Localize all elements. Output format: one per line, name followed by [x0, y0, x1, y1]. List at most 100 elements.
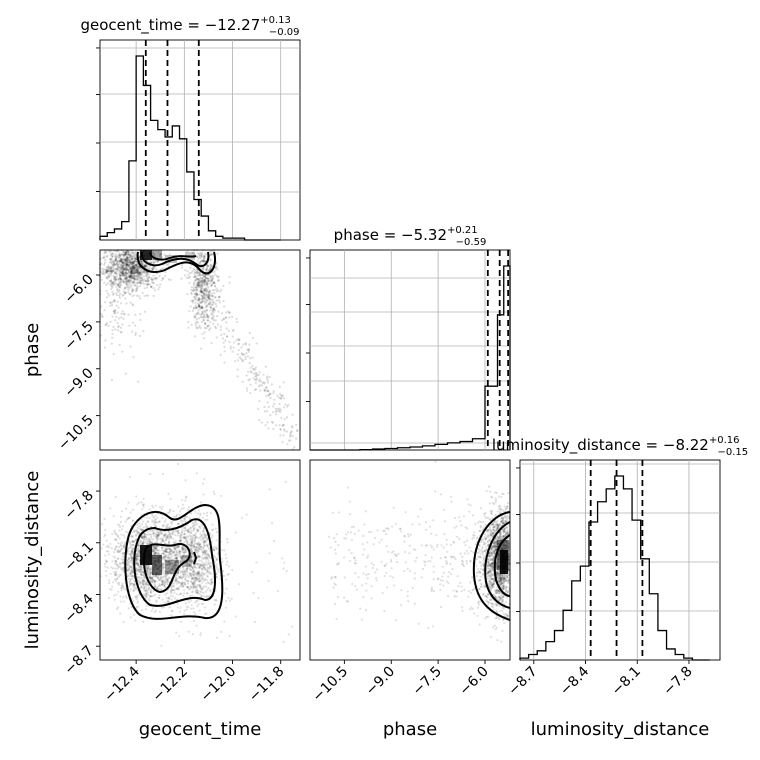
sample-point [138, 280, 141, 283]
sample-point [109, 507, 112, 510]
sample-point [276, 407, 279, 410]
sample-point [173, 591, 176, 594]
sample-point [135, 528, 138, 531]
sample-point [202, 260, 205, 263]
sample-point [206, 295, 209, 298]
sample-point [121, 261, 124, 264]
sample-point [149, 541, 152, 545]
sample-point [195, 546, 198, 549]
sample-point [119, 260, 123, 263]
sample-point [112, 274, 115, 277]
sample-point [186, 543, 189, 546]
sample-point [124, 292, 127, 295]
sample-point [133, 284, 136, 287]
sample-point [183, 540, 186, 544]
sample-point [130, 268, 133, 271]
sample-point [112, 263, 116, 266]
sample-point [144, 608, 148, 611]
sample-point [503, 505, 506, 508]
sample-point [112, 264, 115, 267]
sample-point [118, 284, 121, 287]
sample-point [266, 401, 269, 404]
sample-point [157, 251, 160, 254]
sample-point [190, 289, 193, 292]
sample-point [128, 251, 131, 254]
sample-point [125, 258, 128, 261]
sample-point [141, 541, 144, 544]
sample-point [147, 273, 150, 276]
sample-point [254, 366, 257, 369]
sample-point [132, 264, 135, 267]
sample-point [186, 270, 189, 273]
sample-point [131, 508, 135, 511]
sample-point [140, 501, 143, 504]
sample-point [178, 635, 181, 638]
sample-point [165, 538, 168, 541]
sample-point [154, 536, 158, 539]
sample-point [124, 268, 128, 271]
sample-point [129, 272, 132, 275]
sample-point [116, 269, 119, 272]
sample-point [129, 255, 132, 258]
sample-point [274, 424, 278, 427]
sample-point [112, 260, 115, 263]
sample-point [203, 283, 206, 286]
sample-point [114, 495, 117, 498]
sample-point [272, 540, 276, 543]
sample-point [148, 539, 151, 542]
sample-point [184, 577, 187, 580]
sample-point [103, 517, 106, 520]
sample-point [113, 598, 116, 601]
sample-point [118, 286, 121, 289]
sample-point [173, 582, 176, 585]
sample-point [194, 324, 198, 327]
sample-point [128, 257, 131, 260]
sample-point [139, 297, 142, 300]
sample-point [160, 532, 163, 535]
sample-point [110, 262, 114, 266]
sample-point [196, 542, 199, 545]
sample-point [117, 306, 120, 309]
sample-point [114, 319, 117, 322]
sample-point [184, 570, 187, 573]
sample-point [198, 313, 201, 316]
sample-point [147, 283, 150, 287]
sample-point [272, 405, 275, 408]
sample-point [256, 408, 260, 411]
sample-point [135, 282, 138, 285]
sample-point [194, 531, 197, 535]
sample-point [282, 381, 285, 384]
sample-point [161, 277, 164, 280]
sample-point [111, 282, 115, 285]
sample-point [196, 523, 199, 526]
sample-point [159, 577, 163, 580]
sample-point [109, 274, 113, 277]
sample-point [98, 263, 102, 266]
sample-point [240, 357, 243, 360]
sample-point [119, 326, 123, 329]
sample-point [129, 566, 133, 569]
sample-point [206, 574, 209, 577]
sample-point [119, 264, 122, 267]
sample-point [157, 576, 160, 579]
sample-point [203, 606, 207, 609]
sample-point [196, 591, 200, 594]
sample-point [204, 310, 207, 314]
sample-point [132, 355, 135, 359]
sample-point [126, 262, 129, 265]
sample-point [136, 523, 139, 526]
sample-point [143, 265, 146, 268]
sample-point [127, 264, 130, 267]
sample-point [222, 299, 225, 303]
sample-point [131, 280, 134, 284]
sample-point [117, 606, 120, 609]
sample-point [161, 581, 164, 584]
sample-point [136, 278, 139, 281]
sample-point [104, 250, 107, 253]
sample-point [131, 258, 134, 261]
sample-point [132, 267, 135, 270]
sample-point [133, 540, 136, 543]
sample-point [133, 259, 137, 262]
sample-point [124, 252, 127, 255]
sample-point [127, 252, 130, 255]
